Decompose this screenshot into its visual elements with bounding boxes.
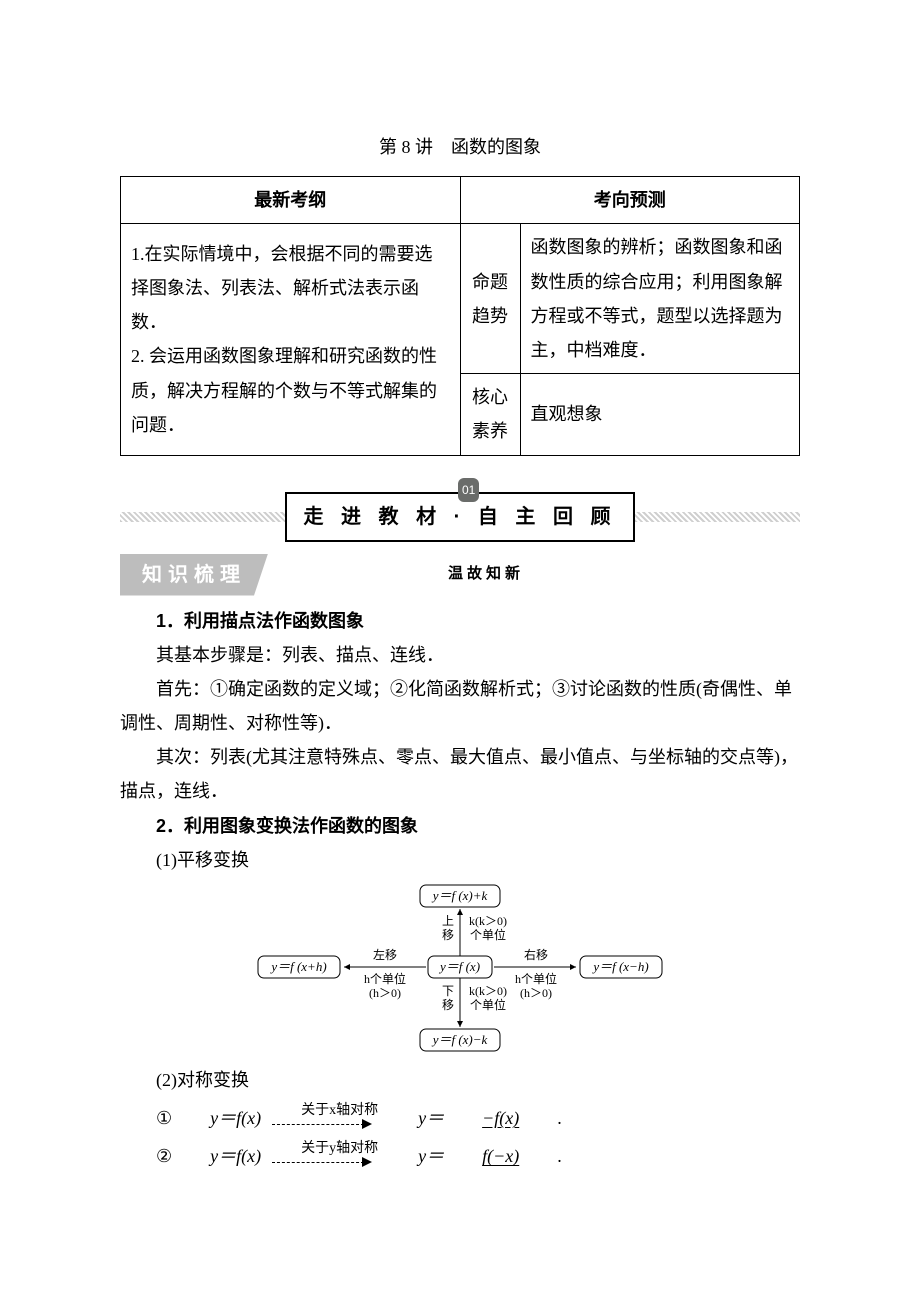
cell-r2-value: 直观想象 [520,374,800,455]
eq-1: ① y＝f(x) 关于x轴对称 y＝−f(x). [120,1101,800,1135]
svg-text:h个单位: h个单位 [364,971,406,986]
svg-text:下: 下 [442,984,454,998]
p-1c: 其次：列表(尤其注意特殊点、零点、最大值点、最小值点、与坐标轴的交点等)，描点，… [120,740,800,808]
cell-r1-label: 命题趋势 [460,224,520,374]
svg-text:h个单位: h个单位 [515,971,557,986]
banner-tag: 01 [458,478,479,503]
dia-center: y＝f (x) [438,959,480,974]
svg-text:左移: 左移 [373,947,397,962]
hatch-left [120,512,285,522]
th-left: 最新考纲 [121,177,461,224]
outline-table: 最新考纲 考向预测 1.在实际情境中，会根据不同的需要选择图象法、列表法、解析式… [120,176,800,455]
svg-text:上: 上 [442,914,454,928]
h-1: 1．利用描点法作函数图象 [120,604,800,638]
sub-banner-tail: 温故知新 [448,560,524,589]
svg-text:(h＞0): (h＞0) [369,986,401,1000]
sub-banner-row: 知识梳理 温故知新 [120,554,800,596]
svg-text:(h＞0): (h＞0) [520,986,552,1000]
dia-bottom: y＝f (x)−k [431,1032,488,1047]
page-title: 第 8 讲 函数的图象 [120,130,800,164]
svg-text:个单位: 个单位 [470,927,506,942]
svg-text:右移: 右移 [524,947,548,962]
translation-diagram: y＝f (x) y＝f (x)+k y＝f (x)−k y＝f (x+h) y＝… [120,883,800,1053]
dia-right: y＝f (x−h) [591,959,648,974]
eq-2: ② y＝f(x) 关于y轴对称 y＝f(−x). [120,1139,800,1173]
cell-left: 1.在实际情境中，会根据不同的需要选择图象法、列表法、解析式法表示函数． 2. … [121,224,461,455]
svg-text:k(k＞0): k(k＞0) [469,914,507,928]
h-2: 2．利用图象变换法作函数的图象 [120,809,800,843]
th-right: 考向预测 [460,177,800,224]
p-1a: 其基本步骤是：列表、描点、连线． [120,638,800,672]
dia-left: y＝f (x+h) [269,959,326,974]
dia-top: y＝f (x)+k [431,888,488,903]
p-2a: (1)平移变换 [120,843,800,877]
cell-r1-value: 函数图象的辨析；函数图象和函数性质的综合应用；利用图象解方程或不等式，题型以选择… [520,224,800,374]
section-banner: 01 走 进 教 材 · 自 主 回 顾 [120,492,800,542]
cell-r2-label: 核心素养 [460,374,520,455]
p-2b: (2)对称变换 [120,1063,800,1097]
svg-text:移: 移 [442,928,454,942]
hatch-right [635,512,800,522]
sub-banner: 知识梳理 [120,554,268,596]
svg-text:移: 移 [442,998,454,1012]
svg-text:个单位: 个单位 [470,997,506,1012]
p-1b: 首先：①确定函数的定义域；②化简函数解析式；③讨论函数的性质(奇偶性、单调性、周… [120,672,800,740]
svg-text:k(k＞0): k(k＞0) [469,984,507,998]
